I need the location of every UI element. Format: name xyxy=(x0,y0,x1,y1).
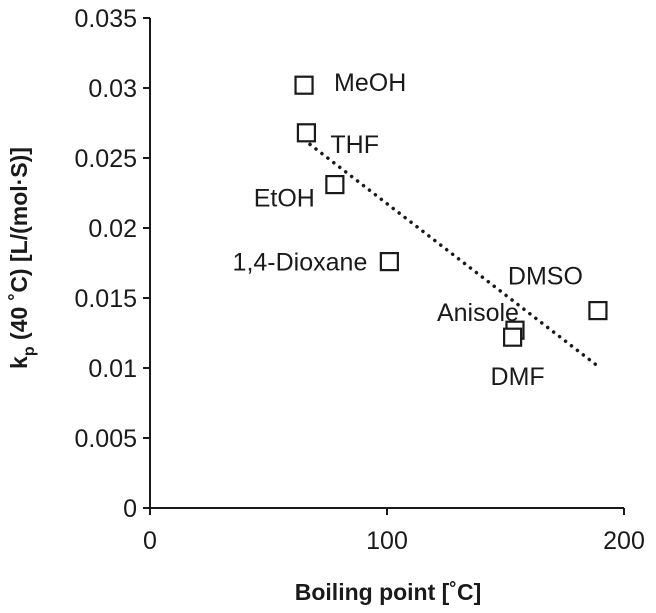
axes xyxy=(143,17,625,515)
y-axis-title: kp (40 ˚C) [L/(mol·S)] xyxy=(6,147,38,369)
point-label: THF xyxy=(330,131,379,159)
y-axis-title-subscript: p xyxy=(21,346,38,356)
y-axis-title-main: k xyxy=(6,356,32,369)
data-point-thf xyxy=(296,123,317,143)
y-tick-label: 0.035 xyxy=(74,5,137,33)
point-label: Anisole xyxy=(437,299,519,327)
tick-labels: 0 0.005 0.01 0.015 0.02 0.025 0.03 0.035 0 100 200 xyxy=(74,5,644,555)
x-tick-label: 0 xyxy=(143,527,157,555)
point-labels: MeOH THF EtOH 1,4-Dioxane Anisole DMF DMSO xyxy=(233,69,583,391)
trendline xyxy=(302,138,603,370)
point-label: MeOH xyxy=(334,69,406,97)
trendline-layer xyxy=(302,138,603,370)
data-point-dmf xyxy=(503,327,523,347)
point-label: 1,4-Dioxane xyxy=(233,249,368,277)
data-point-1-4-dioxane xyxy=(379,252,399,272)
point-label: DMSO xyxy=(508,263,583,291)
y-tick-label: 0.005 xyxy=(74,425,137,453)
y-axis-title-rest: (40 ˚C) [L/(mol·S)] xyxy=(6,147,32,346)
x-tick-label: 100 xyxy=(366,527,408,555)
y-tick-label: 0.02 xyxy=(88,215,137,243)
data-point-dmso xyxy=(588,301,608,321)
point-label: DMF xyxy=(491,363,545,391)
data-point-meoh xyxy=(294,75,314,95)
point-label: EtOH xyxy=(254,185,315,213)
marker-layer xyxy=(294,75,608,347)
x-axis-title: Boiling point [˚C] xyxy=(295,579,482,605)
y-tick-label: 0.015 xyxy=(74,285,137,313)
y-tick-label: 0.025 xyxy=(74,145,137,173)
y-tick-label: 0.03 xyxy=(88,75,137,103)
y-tick-label: 0 xyxy=(123,495,137,523)
data-point-etoh xyxy=(325,175,345,195)
x-tick-label: 200 xyxy=(603,527,645,555)
y-tick-label: 0.01 xyxy=(88,355,137,383)
